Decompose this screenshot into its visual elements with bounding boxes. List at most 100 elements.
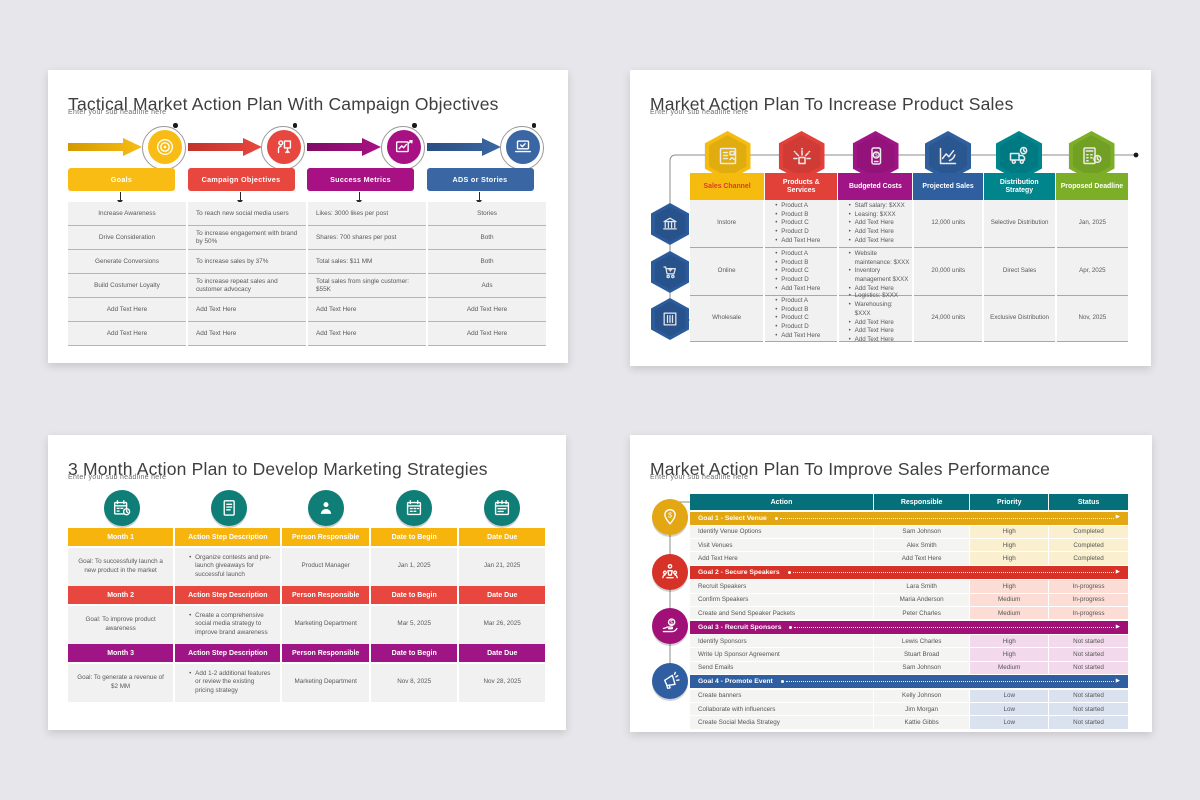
table-cell: Exclusive Distribution bbox=[984, 296, 1055, 342]
line-chart-hexagon bbox=[925, 131, 971, 181]
table-cell: Medium bbox=[970, 661, 1050, 674]
slide-3-month-action-plan[interactable]: 3 Month Action Plan to Develop Marketing… bbox=[48, 435, 566, 730]
stage-arrow bbox=[426, 138, 501, 156]
column-header: Sales Channel bbox=[690, 173, 765, 200]
table-cell: Kattie Gibbs bbox=[873, 716, 971, 729]
product-launch-icon bbox=[792, 147, 811, 165]
table-cell: Add Text Here bbox=[187, 298, 306, 322]
product-sales-table: Sales Channel Products & Services Budgeted… bbox=[690, 173, 1129, 344]
month-body-row: Goal: To generate a revenue of $2 MMAdd … bbox=[68, 662, 545, 702]
table-cell: To increase sales by 37% bbox=[187, 250, 306, 274]
column-header: Priority bbox=[970, 494, 1050, 510]
table-row: Add Text Here Add Text Here Add Text Here A… bbox=[68, 322, 546, 346]
table-cell: Collaborate with influencers bbox=[690, 702, 874, 716]
table-cell: Total sales: $11 MM bbox=[308, 250, 427, 274]
stage-2: Campaign Objectives bbox=[187, 123, 308, 204]
table-cell: High bbox=[970, 634, 1050, 648]
slide-improve-sales-performance[interactable]: Market Action Plan To Improve Sales Perf… bbox=[630, 435, 1152, 732]
goal-label: Goal 1 - Select Venue bbox=[698, 514, 767, 522]
table-cell: Add 1-2 additional features or review th… bbox=[175, 663, 281, 702]
table-cell: Lara Smith bbox=[873, 580, 971, 593]
table-cell: Add Text Here bbox=[68, 298, 186, 322]
month-column-header: Date to Begin bbox=[370, 644, 458, 662]
table-cell: Add Text Here bbox=[187, 322, 306, 346]
channel-row-online: OnlineProduct AProduct BProduct CProduct… bbox=[690, 248, 1129, 296]
table-cell: Both bbox=[428, 250, 546, 274]
table-cell: Ads bbox=[428, 274, 546, 298]
table-cell: Selective Distribution bbox=[984, 200, 1055, 248]
month-label: Month 1 bbox=[68, 528, 174, 546]
task-row: Identify Venue Options Sam Johnson High Com… bbox=[690, 525, 1128, 538]
table-cell: High bbox=[970, 552, 1050, 565]
table-cell: Instore bbox=[690, 200, 764, 248]
table-cell: Direct Sales bbox=[984, 248, 1055, 296]
month-column-header: Date to Begin bbox=[370, 586, 458, 604]
goal-label: Goal 3 - Recruit Sponsors bbox=[698, 623, 782, 631]
column-header: Proposed Deadline bbox=[1055, 173, 1128, 200]
table-cell: Product Manager bbox=[282, 547, 369, 586]
task-row: Create banners Kelly Johnson Low Not starte… bbox=[690, 689, 1128, 702]
stage-arrow bbox=[68, 138, 142, 156]
stage-connector bbox=[236, 192, 243, 204]
calendar-clock-icon bbox=[103, 490, 140, 526]
table-row: Add Text Here Add Text Here Add Text Here A… bbox=[68, 298, 546, 322]
goal-band: Goal 2 - Secure Speakers ▶ bbox=[690, 566, 1128, 580]
table-cell: Product AProduct BProduct CProduct DAdd … bbox=[765, 296, 837, 342]
slide4-title: Market Action Plan To Improve Sales Perf… bbox=[650, 458, 1051, 479]
storefront-hexagon bbox=[704, 131, 751, 181]
table-cell: Maria Anderson bbox=[873, 593, 971, 606]
table-cell: Shares: 700 shares per post bbox=[308, 226, 427, 250]
stage-dot bbox=[412, 123, 417, 128]
table-cell: Product AProduct BProduct CProduct DAdd … bbox=[765, 200, 837, 248]
person-icon bbox=[320, 502, 332, 514]
goal-leader-line: ▶ bbox=[787, 569, 1120, 576]
calendar-dates-icon bbox=[483, 490, 520, 526]
campaign-objectives-table: Increase Awareness To reach new social me… bbox=[68, 202, 546, 346]
mobile-payment-icon: $ bbox=[870, 147, 881, 165]
table-cell: Stuart Broad bbox=[873, 648, 971, 661]
presenter-icon bbox=[277, 140, 292, 154]
line-chart-icon bbox=[939, 147, 957, 165]
table-cell: Drive Consideration bbox=[68, 226, 186, 250]
task-row: Recruit Speakers Lara Smith High In-progres… bbox=[690, 580, 1128, 593]
month-column-header: Date Due bbox=[459, 644, 546, 662]
slide-tactical-market-action-plan[interactable]: Tactical Market Action Plan With Campaig… bbox=[48, 70, 568, 363]
month-column-header: Action Step Description bbox=[175, 528, 281, 546]
document-icon bbox=[210, 490, 247, 526]
table-cell: High bbox=[970, 648, 1050, 661]
hand-coin-icon: $ bbox=[662, 618, 678, 633]
product-launch-hexagon bbox=[778, 131, 825, 181]
table-cell: Goal: To successfully launch a new produ… bbox=[68, 547, 174, 586]
month-column-header: Date Due bbox=[459, 586, 546, 604]
svg-text:$: $ bbox=[670, 621, 674, 627]
month-label: Month 2 bbox=[68, 586, 174, 604]
table-cell: Jan, 2025 bbox=[1056, 200, 1129, 248]
stage-arrow bbox=[307, 138, 381, 156]
table-row: Generate Conversions To increase sales by… bbox=[68, 250, 546, 274]
table-header-row: Sales Channel Products & Services Budgeted… bbox=[690, 173, 1128, 200]
table-row: Drive Consideration To increase engagemen… bbox=[68, 226, 546, 250]
table-cell: Send Emails bbox=[690, 661, 874, 674]
table-cell: Jim Morgan bbox=[873, 702, 971, 716]
slide-increase-product-sales[interactable]: Market Action Plan To Increase Product S… bbox=[630, 70, 1151, 366]
table-cell: Visit Venues bbox=[690, 539, 874, 552]
goal-band: Goal 1 - Select Venue ▶ bbox=[690, 511, 1128, 525]
table-cell: Mar 26, 2025 bbox=[459, 605, 545, 644]
channel-row-instore: InstoreProduct AProduct BProduct CProduc… bbox=[690, 200, 1129, 248]
stage-connector bbox=[475, 192, 482, 204]
month-header-row: Month 2 Action Step Description Person Res… bbox=[68, 586, 546, 604]
calendar-clock-icon bbox=[113, 500, 130, 516]
cart-icon bbox=[663, 266, 676, 279]
megaphone-icon bbox=[663, 671, 680, 690]
slide3-subtitle: Enter your sub headline here bbox=[68, 474, 167, 481]
stage-label: Success Metrics bbox=[307, 168, 414, 191]
table-cell: Completed bbox=[1049, 525, 1128, 538]
stage-connector bbox=[117, 192, 124, 204]
calendar-icon bbox=[406, 500, 422, 516]
goal-label: Goal 4 - Promote Event bbox=[698, 678, 773, 686]
month-column-header: Date to Begin bbox=[370, 528, 458, 546]
table-cell: Write Up Sponsor Agreement bbox=[690, 648, 874, 661]
location-dollar-icon: $ bbox=[652, 499, 688, 535]
month-plan-icons bbox=[68, 490, 545, 528]
table-cell: Add Text Here bbox=[68, 322, 186, 346]
